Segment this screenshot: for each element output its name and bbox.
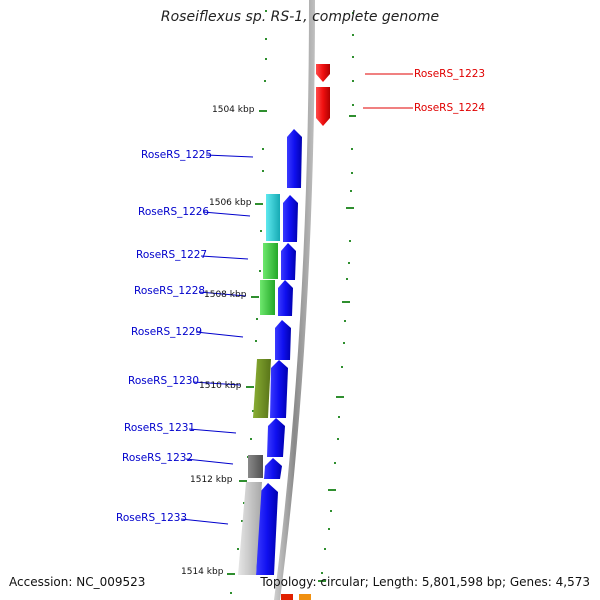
label-leaders [180,73,413,525]
gene-label-roseRS-1233[interactable]: RoseRS_1233 [116,512,188,524]
gene-label-roseRS-1232[interactable]: RoseRS_1232 [122,452,194,464]
gene-label-roseRS-1229[interactable]: RoseRS_1229 [131,326,203,338]
gene-label-roseRS-1226[interactable]: RoseRS_1226 [138,206,210,218]
gene-roseRS-1225[interactable] [287,129,302,188]
tick-ring-inner [321,12,354,574]
gene-label-roseRS-1227[interactable]: RoseRS_1227 [136,249,208,261]
gene-label-roseRS-1231[interactable]: RoseRS_1231 [124,422,196,434]
gene-label-roseRS-1228[interactable]: RoseRS_1228 [134,285,206,297]
backbone-arc [274,0,315,600]
gene-roseRS-1223[interactable] [316,64,330,82]
kbp-label-1510: 1510 kbp [199,381,242,391]
kbp-label-1506: 1506 kbp [209,198,252,208]
gene-roseRS-1232[interactable] [264,458,282,479]
accession-text: Accession: NC_009523 [9,575,146,589]
topology-text: Topology: circular; Length: 5,801,598 bp… [260,575,590,589]
block-green-2 [260,280,275,315]
block-olive [253,359,271,418]
gene-roseRS-1224[interactable] [316,87,330,126]
gene-label-roseRS-1224[interactable]: RoseRS_1224 [414,102,486,114]
kbp-label-1504: 1504 kbp [212,105,255,115]
kbp-label-1512: 1512 kbp [190,475,233,485]
gene-label-roseRS-1223[interactable]: RoseRS_1223 [414,68,486,80]
gene-roseRS-1228[interactable] [278,280,293,316]
gene-label-roseRS-1225[interactable]: RoseRS_1225 [141,149,213,161]
gene-label-roseRS-1230[interactable]: RoseRS_1230 [128,375,200,387]
genome-title: Roseiflexus sp. RS-1, complete genome [160,9,440,25]
kbp-label-1508: 1508 kbp [204,290,247,300]
block-gray-light [238,482,262,575]
block-red-bottom [281,594,293,600]
tick-ring-outer [230,10,267,594]
block-orange-bottom [299,594,311,600]
block-green-1 [263,243,278,279]
block-cyan [266,194,280,241]
gene-roseRS-1231[interactable] [267,418,285,457]
major-ticks [227,110,356,582]
block-gray-dark [248,455,263,478]
gene-roseRS-1226[interactable] [283,195,298,242]
gene-roseRS-1227[interactable] [281,243,296,280]
kbp-label-1514: 1514 kbp [181,567,224,577]
gene-roseRS-1229[interactable] [275,320,291,360]
gene-roseRS-1230[interactable] [270,360,288,418]
gene-roseRS-1233[interactable] [256,483,278,575]
